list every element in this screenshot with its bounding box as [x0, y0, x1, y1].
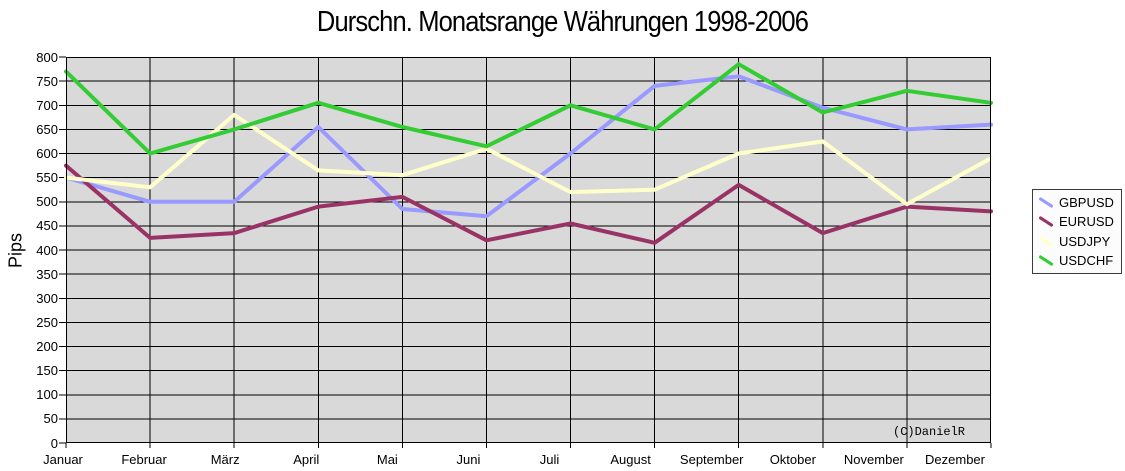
legend-label: GBPUSD — [1059, 195, 1114, 211]
series-line-gbpusd — [64, 74, 993, 219]
y-tick-label: 350 — [36, 266, 58, 282]
x-tick-label: Mai — [376, 452, 398, 467]
y-tick-label: 650 — [36, 121, 58, 137]
x-tick-label: März — [210, 452, 240, 467]
y-tick-label: 550 — [36, 170, 58, 186]
x-tick-label: Januar — [43, 452, 83, 467]
legend-line-marker-icon — [1038, 216, 1054, 228]
series-line-usdjpy — [64, 112, 993, 207]
y-tick-label: 100 — [36, 387, 58, 403]
y-tick-label: 400 — [36, 242, 58, 258]
series-line-usdchf — [64, 62, 993, 156]
y-tick-label: 750 — [36, 73, 58, 89]
horizontal-gridlines — [66, 80, 991, 420]
copyright-annotation: (C)DanielR — [893, 425, 966, 439]
y-tick-label: 50 — [43, 411, 58, 427]
x-tick-label: Juli — [539, 452, 560, 467]
y-tick-label: 450 — [36, 218, 58, 234]
legend-line-marker-icon — [1038, 197, 1054, 209]
y-tick-label: 0 — [50, 435, 58, 451]
legend-label: EURUSD — [1059, 214, 1114, 230]
y-tick-label: 200 — [36, 339, 58, 354]
legend-item-usdjpy: USDJPY — [1038, 232, 1119, 250]
legend-item-eurusd: EURUSD — [1038, 213, 1119, 231]
y-tick-label: 700 — [36, 97, 58, 113]
vertical-gridlines — [149, 57, 908, 443]
y-tick-label: 500 — [36, 194, 58, 210]
x-tick-label: Oktober — [769, 452, 816, 467]
y-tick-label: 300 — [36, 290, 58, 306]
x-tick-label: Dezember — [925, 452, 985, 467]
legend-line-marker-icon — [1038, 235, 1054, 247]
x-tick-label: August — [610, 452, 651, 467]
y-tick-label: 600 — [36, 146, 58, 161]
y-tick-label: 150 — [36, 363, 58, 379]
x-tick-label: April — [293, 452, 320, 467]
y-tick-label: 800 — [36, 49, 58, 65]
x-tick-label: September — [679, 452, 744, 467]
legend-line-marker-icon — [1038, 254, 1054, 266]
legend-item-usdchf: USDCHF — [1038, 251, 1119, 269]
legend-label: USDJPY — [1059, 233, 1111, 249]
legend: GBPUSD EURUSD USDJPY USDCHF — [1032, 189, 1122, 274]
x-tick-label: Februar — [121, 452, 167, 467]
chart-title: Durschn. Monatsrange Währungen 1998-2006 — [316, 6, 809, 38]
y-tick-label: 250 — [36, 314, 58, 330]
legend-label: USDCHF — [1059, 252, 1114, 268]
legend-item-gbpusd: GBPUSD — [1038, 194, 1119, 212]
plot-area — [59, 56, 993, 448]
x-tick-label: Juni — [456, 452, 481, 467]
axis-ticks — [59, 56, 992, 448]
series-line-eurusd — [64, 163, 993, 245]
plot-border — [66, 57, 991, 443]
x-tick-label: November — [843, 452, 904, 467]
